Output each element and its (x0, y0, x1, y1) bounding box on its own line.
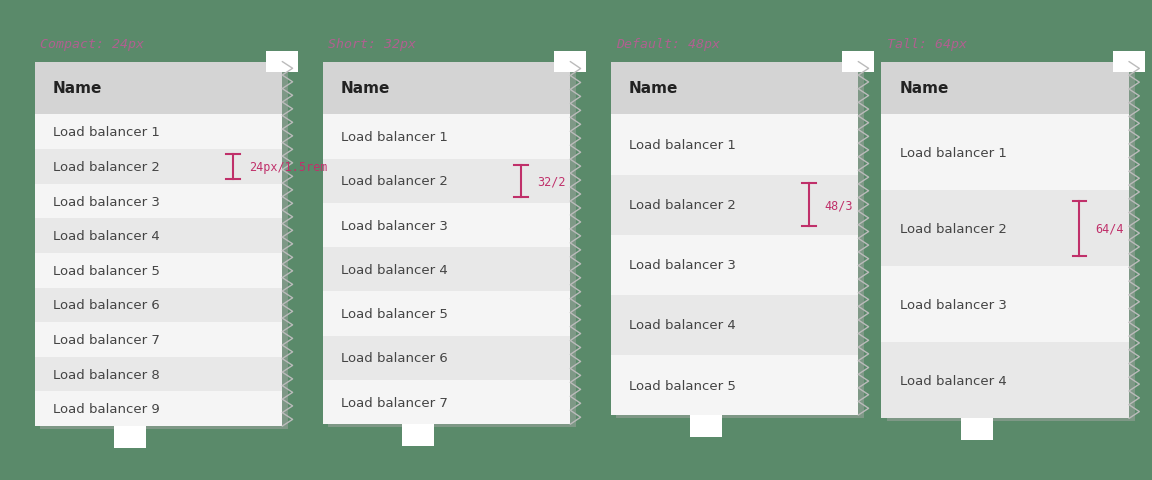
FancyBboxPatch shape (323, 380, 570, 424)
FancyBboxPatch shape (35, 62, 282, 115)
FancyBboxPatch shape (616, 65, 864, 418)
FancyBboxPatch shape (35, 219, 282, 253)
Text: Load balancer 3: Load balancer 3 (341, 219, 448, 232)
FancyBboxPatch shape (35, 288, 282, 323)
FancyBboxPatch shape (35, 184, 282, 219)
FancyBboxPatch shape (881, 267, 1129, 343)
FancyBboxPatch shape (323, 159, 570, 204)
Text: Load balancer 2: Load balancer 2 (900, 222, 1007, 236)
Text: Load balancer 4: Load balancer 4 (900, 374, 1007, 387)
Text: Load balancer 2: Load balancer 2 (53, 160, 160, 174)
Text: Short: 32px: Short: 32px (328, 37, 416, 50)
FancyBboxPatch shape (1113, 52, 1145, 73)
Text: Name: Name (900, 81, 949, 96)
Text: Load balancer 5: Load balancer 5 (629, 379, 736, 392)
FancyBboxPatch shape (323, 115, 570, 159)
Text: Load balancer 3: Load balancer 3 (53, 195, 160, 208)
Text: Load balancer 7: Load balancer 7 (53, 333, 160, 347)
FancyBboxPatch shape (611, 115, 858, 175)
FancyBboxPatch shape (611, 295, 858, 355)
Text: 48/3: 48/3 (825, 199, 854, 212)
FancyBboxPatch shape (40, 65, 288, 429)
FancyBboxPatch shape (35, 357, 282, 392)
FancyBboxPatch shape (35, 115, 282, 150)
FancyBboxPatch shape (323, 292, 570, 336)
Text: Tall: 64px: Tall: 64px (887, 37, 967, 50)
FancyBboxPatch shape (881, 343, 1129, 419)
FancyBboxPatch shape (961, 419, 993, 440)
FancyBboxPatch shape (554, 52, 586, 73)
Text: Load balancer 3: Load balancer 3 (629, 259, 736, 272)
FancyBboxPatch shape (114, 426, 146, 448)
Text: Load balancer 5: Load balancer 5 (341, 307, 448, 321)
FancyBboxPatch shape (611, 355, 858, 415)
Text: Load balancer 1: Load balancer 1 (900, 146, 1007, 160)
FancyBboxPatch shape (35, 253, 282, 288)
Text: Load balancer 6: Load balancer 6 (341, 351, 448, 365)
Text: Load balancer 8: Load balancer 8 (53, 368, 160, 381)
FancyBboxPatch shape (323, 248, 570, 292)
Text: 32/2: 32/2 (537, 175, 566, 188)
Text: Load balancer 5: Load balancer 5 (53, 264, 160, 277)
Text: 64/4: 64/4 (1096, 222, 1124, 236)
Text: Load balancer 2: Load balancer 2 (341, 175, 448, 188)
Text: Compact: 24px: Compact: 24px (40, 37, 144, 50)
Text: Load balancer 3: Load balancer 3 (900, 298, 1007, 312)
Text: Load balancer 1: Load balancer 1 (341, 131, 448, 144)
Text: Load balancer 1: Load balancer 1 (629, 139, 736, 152)
Text: Name: Name (53, 81, 103, 96)
FancyBboxPatch shape (881, 115, 1129, 191)
Text: Load balancer 2: Load balancer 2 (629, 199, 736, 212)
Text: 24px/1.5rem: 24px/1.5rem (249, 160, 327, 174)
Text: Name: Name (341, 81, 391, 96)
Text: Load balancer 9: Load balancer 9 (53, 402, 160, 416)
FancyBboxPatch shape (266, 52, 298, 73)
FancyBboxPatch shape (690, 415, 722, 437)
FancyBboxPatch shape (35, 150, 282, 184)
FancyBboxPatch shape (35, 323, 282, 357)
FancyBboxPatch shape (842, 52, 874, 73)
FancyBboxPatch shape (611, 62, 858, 115)
FancyBboxPatch shape (328, 65, 576, 427)
FancyBboxPatch shape (887, 65, 1135, 421)
FancyBboxPatch shape (881, 62, 1129, 115)
Text: Load balancer 4: Load balancer 4 (53, 229, 160, 243)
FancyBboxPatch shape (881, 191, 1129, 267)
FancyBboxPatch shape (611, 175, 858, 235)
FancyBboxPatch shape (323, 62, 570, 115)
Text: Load balancer 4: Load balancer 4 (629, 319, 736, 332)
FancyBboxPatch shape (323, 336, 570, 380)
Text: Name: Name (629, 81, 679, 96)
FancyBboxPatch shape (323, 204, 570, 248)
FancyBboxPatch shape (402, 424, 434, 446)
FancyBboxPatch shape (611, 235, 858, 295)
FancyBboxPatch shape (35, 392, 282, 426)
Text: Load balancer 1: Load balancer 1 (53, 126, 160, 139)
Text: Load balancer 7: Load balancer 7 (341, 396, 448, 409)
Text: Default: 48px: Default: 48px (616, 37, 720, 50)
Text: Load balancer 4: Load balancer 4 (341, 263, 448, 276)
Text: Load balancer 6: Load balancer 6 (53, 299, 160, 312)
